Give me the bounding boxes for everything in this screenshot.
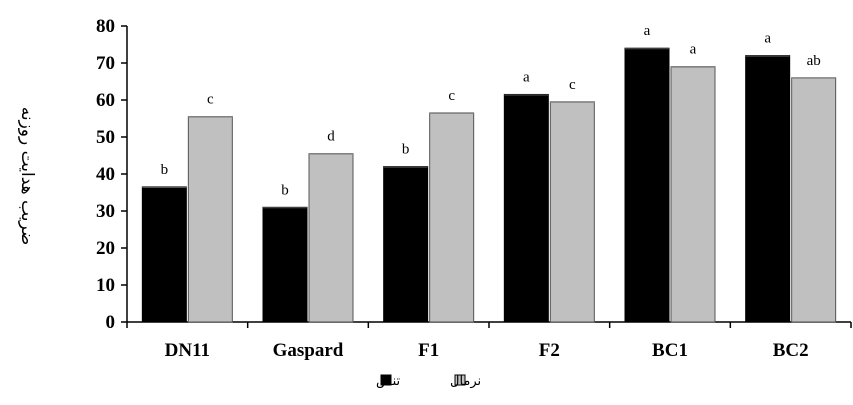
y-tick-label: 30 (96, 201, 115, 222)
x-axis: DN11 Gaspard F1 F2 BC1 BC2 (126, 321, 852, 361)
bar-stress-dn11 (141, 186, 187, 323)
bar-labels: b c b d b c a c a a a ab (161, 23, 821, 198)
bar-normal-bc1 (670, 66, 716, 323)
bar-stress-f2 (503, 93, 549, 323)
bar-normal-f2 (549, 101, 595, 323)
significance-label: a (523, 69, 530, 85)
bar-normal-gaspard (308, 153, 354, 323)
y-tick-label: 60 (96, 90, 115, 111)
significance-label: a (690, 42, 697, 58)
bar-stress-f1 (383, 166, 429, 323)
x-tick-label: Gaspard (273, 340, 344, 361)
significance-label: c (448, 88, 455, 104)
y-axis-title: ضریب هدایت روزنه (17, 107, 37, 246)
y-tick-label: 10 (96, 275, 115, 296)
y-tick-label: 70 (96, 53, 115, 74)
significance-label: a (644, 23, 651, 39)
x-tick-label: F1 (418, 340, 439, 361)
y-tick-label: 50 (96, 127, 115, 148)
y-tick-label: 80 (96, 16, 115, 37)
y-tick-label: 20 (96, 238, 115, 259)
bar-stress-gaspard (262, 206, 308, 323)
x-tick-label: BC2 (773, 340, 809, 361)
significance-label: a (764, 31, 771, 47)
legend: تنش نرمال (376, 374, 481, 389)
x-tick-label: DN11 (165, 340, 210, 361)
significance-label: d (327, 129, 335, 145)
bars (141, 47, 837, 323)
y-tick-label: 0 (106, 312, 116, 333)
significance-label: c (569, 77, 576, 93)
y-tick-label: 40 (96, 164, 115, 185)
legend-label-normal: نرمال (450, 374, 481, 389)
significance-label: b (402, 142, 410, 158)
y-axis: 0 10 20 30 40 50 60 70 80 (96, 16, 128, 333)
x-tick-label: BC1 (652, 340, 688, 361)
significance-label: b (161, 162, 169, 178)
significance-label: ab (807, 53, 821, 69)
legend-swatch-normal (454, 374, 466, 386)
x-tick-label: F2 (539, 340, 560, 361)
bar-stress-bc2 (745, 55, 791, 323)
bar-stress-bc1 (624, 47, 670, 323)
bar-normal-f1 (429, 112, 475, 323)
legend-label-stress: تنش (376, 374, 400, 389)
significance-label: c (207, 92, 214, 108)
bar-normal-bc2 (791, 77, 837, 323)
significance-label: b (281, 182, 289, 198)
legend-swatch-stress (380, 374, 392, 386)
bar-normal-dn11 (187, 116, 233, 323)
